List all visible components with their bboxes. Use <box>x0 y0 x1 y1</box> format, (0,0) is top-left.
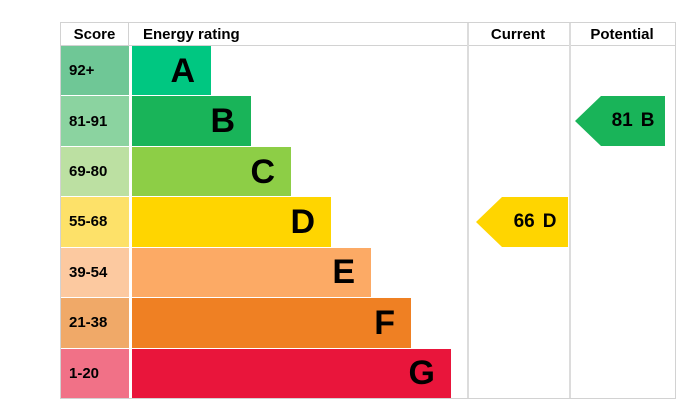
band-rows: 92+ A 81-91 B 69-80 C 55-68 D 39-54 E 21… <box>61 46 675 398</box>
score-range-label: 55-68 <box>61 197 129 247</box>
current-rating-value: 66 <box>513 211 535 232</box>
divider-current-potential <box>569 23 571 398</box>
band-letter: F <box>374 303 395 342</box>
col-header-potential: Potential <box>590 25 654 43</box>
band-row-g: 1-20 G <box>61 348 675 398</box>
score-range-label: 81-91 <box>61 96 129 146</box>
potential-rating-marker: 81 B <box>575 96 665 146</box>
potential-rating-value: 81 <box>611 110 633 131</box>
band-row-f: 21-38 F <box>61 298 675 348</box>
table-header-row: Score Energy rating Current Potential <box>61 23 675 46</box>
band-letter: G <box>408 354 435 393</box>
score-range-label: 39-54 <box>61 247 129 298</box>
band-letter: D <box>290 202 315 241</box>
score-range-label: 1-20 <box>61 348 129 398</box>
current-rating-band: D <box>542 211 557 232</box>
band-letter: C <box>250 152 275 191</box>
band-letter: A <box>170 51 195 90</box>
rating-table: Score Energy rating Current Potential 92… <box>60 22 676 399</box>
band-bar-d: D <box>132 197 331 247</box>
band-bar-b: B <box>132 96 251 146</box>
divider-rating-current <box>467 23 469 398</box>
band-bar-a: A <box>132 46 211 96</box>
current-rating-label: 66 D <box>502 197 568 247</box>
band-row-d: 55-68 D <box>61 197 675 247</box>
col-header-score: Score <box>61 23 129 45</box>
col-header-energy-rating: Energy rating <box>143 25 240 43</box>
band-row-e: 39-54 E <box>61 247 675 298</box>
score-range-label: 21-38 <box>61 298 129 348</box>
band-row-c: 69-80 C <box>61 146 675 197</box>
col-header-current: Current <box>490 25 546 43</box>
band-bar-g: G <box>132 348 451 398</box>
band-bar-c: C <box>132 146 291 197</box>
potential-rating-band: B <box>640 110 655 131</box>
band-row-b: 81-91 B <box>61 96 675 146</box>
left-arrow-tip-icon <box>575 96 601 146</box>
score-range-label: 69-80 <box>61 146 129 197</box>
potential-rating-label: 81 B <box>601 96 665 146</box>
left-arrow-tip-icon <box>476 197 502 247</box>
band-letter: B <box>210 102 235 141</box>
band-letter: E <box>332 253 355 292</box>
band-row-a: 92+ A <box>61 46 675 96</box>
band-bar-f: F <box>132 298 411 348</box>
current-rating-marker: 66 D <box>476 197 568 247</box>
band-bar-e: E <box>132 247 371 298</box>
score-range-label: 92+ <box>61 46 129 96</box>
